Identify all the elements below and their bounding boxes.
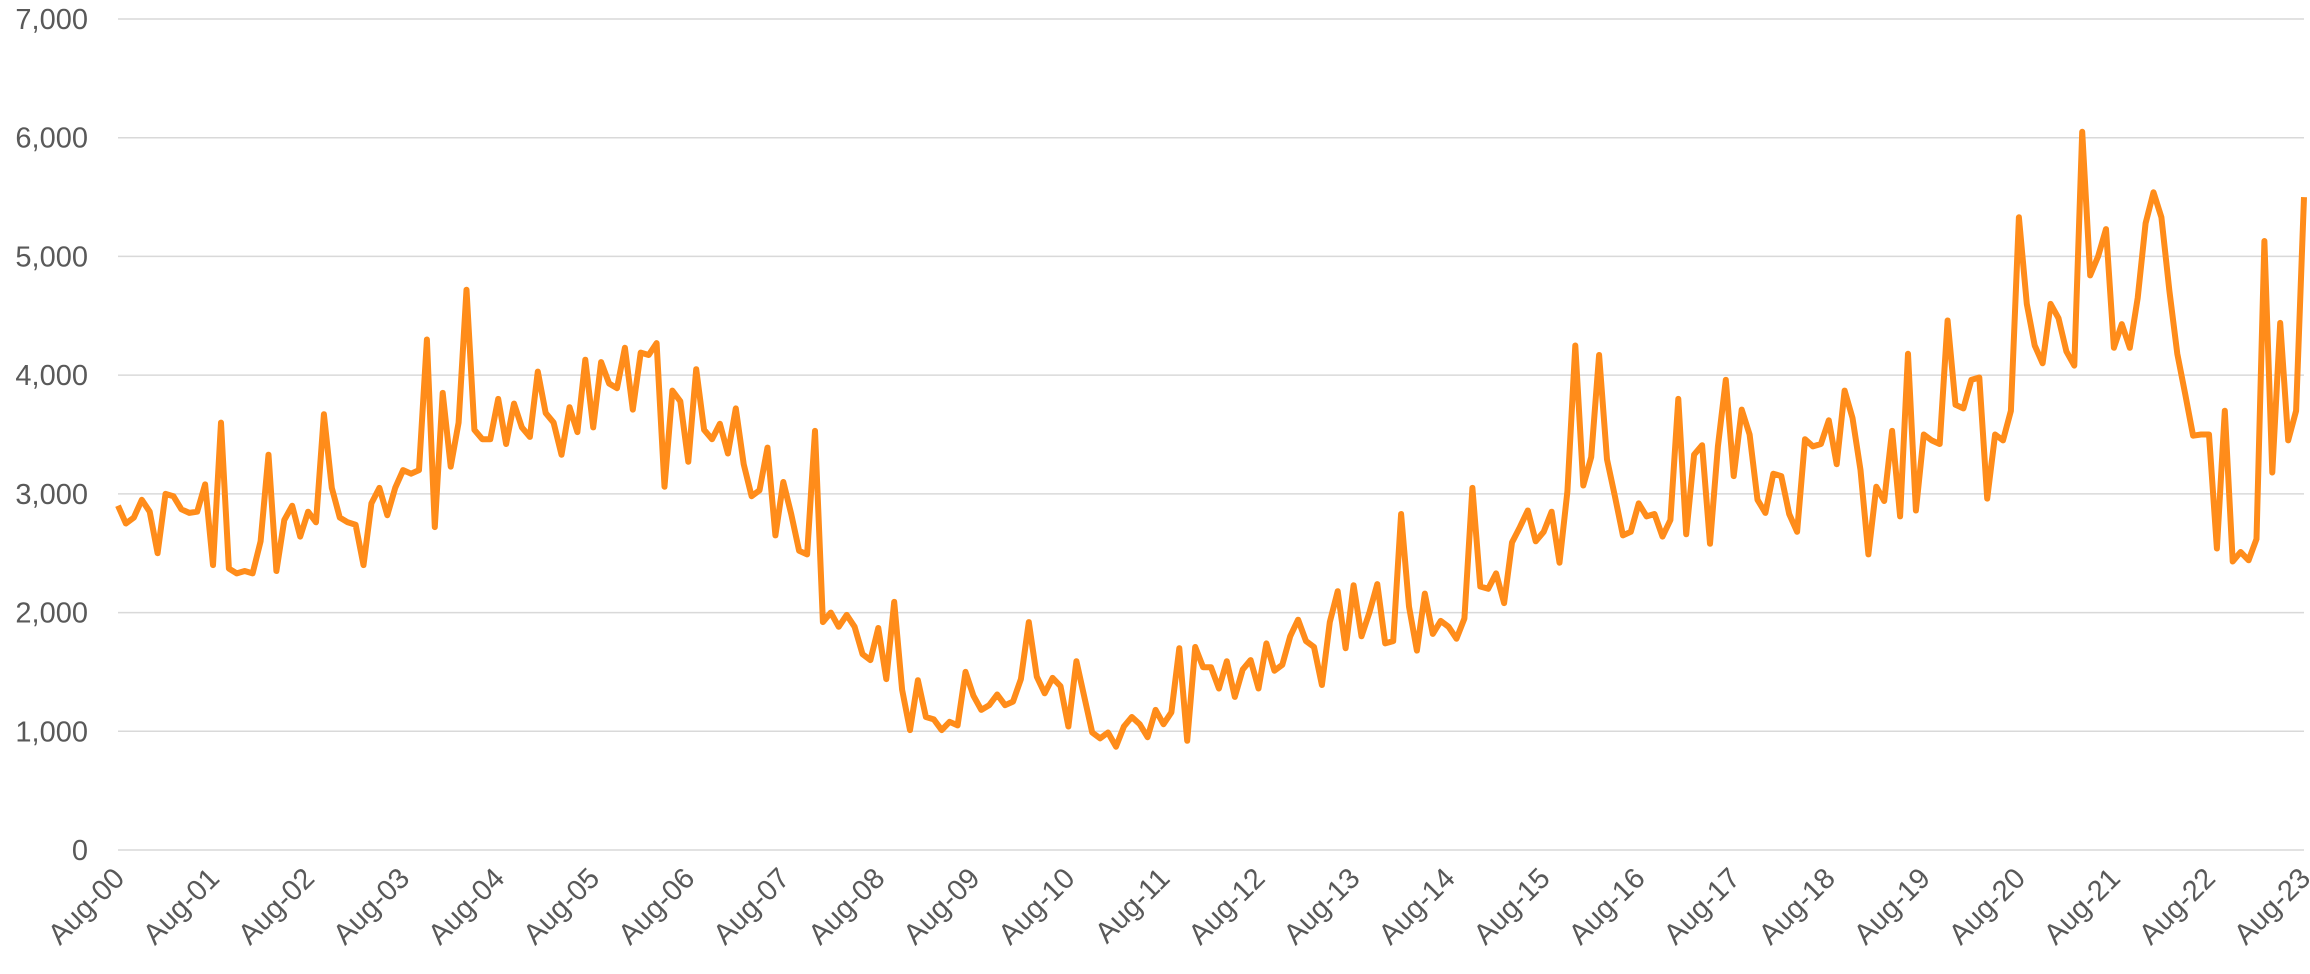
y-tick-label: 6,000 [15, 123, 88, 155]
x-tick-label: Aug-12 [1183, 862, 1272, 951]
x-tick-label: Aug-22 [2133, 862, 2222, 951]
x-tick-label: Aug-14 [1373, 862, 1462, 951]
x-tick-label: Aug-00 [42, 862, 131, 951]
x-tick-label: Aug-10 [993, 862, 1082, 951]
data-line [115, 128, 2307, 750]
y-tick-label: 3,000 [15, 479, 88, 511]
y-tick-label: 0 [72, 835, 88, 867]
y-tick-label: 5,000 [15, 241, 88, 273]
x-tick-label: Aug-07 [708, 862, 797, 951]
x-tick-label: Aug-01 [137, 862, 226, 951]
y-tick-label: 4,000 [15, 360, 88, 392]
x-tick-label: Aug-05 [517, 862, 606, 951]
x-tick-label: Aug-18 [1753, 862, 1842, 951]
x-tick-label: Aug-11 [1089, 862, 1176, 949]
y-tick-label: 2,000 [15, 598, 88, 630]
x-tick-label: Aug-15 [1468, 862, 1557, 951]
x-tick-label: Aug-09 [898, 862, 987, 951]
x-tick-label: Aug-19 [1848, 862, 1937, 951]
x-tick-label: Aug-16 [1563, 862, 1652, 951]
x-tick-label: Aug-06 [612, 862, 701, 951]
x-tick-label: Aug-20 [1943, 862, 2032, 951]
x-tick-label: Aug-17 [1658, 862, 1747, 951]
x-tick-label: Aug-03 [327, 862, 416, 951]
y-tick-label: 1,000 [15, 716, 88, 748]
x-tick-label: Aug-21 [2038, 862, 2127, 951]
x-tick-label: Aug-13 [1278, 862, 1367, 951]
y-tick-label: 7,000 [15, 4, 88, 36]
x-tick-label: Aug-04 [422, 862, 511, 951]
x-tick-label: Aug-08 [803, 862, 892, 951]
x-tick-label: Aug-23 [2228, 862, 2310, 951]
x-tick-label: Aug-02 [232, 862, 321, 951]
